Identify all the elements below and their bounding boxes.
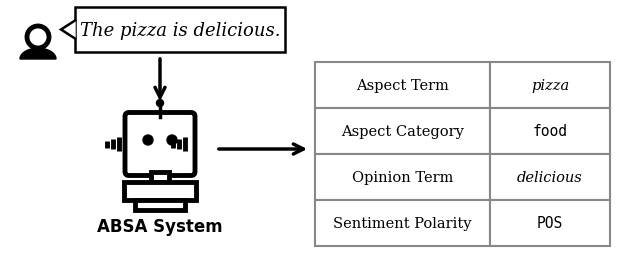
Circle shape <box>167 135 177 146</box>
Text: ABSA System: ABSA System <box>97 218 223 235</box>
Text: Aspect Category: Aspect Category <box>341 124 464 138</box>
Text: Aspect Term: Aspect Term <box>356 79 449 93</box>
FancyBboxPatch shape <box>315 108 490 154</box>
FancyBboxPatch shape <box>490 200 610 246</box>
FancyBboxPatch shape <box>125 113 195 176</box>
FancyBboxPatch shape <box>124 182 196 200</box>
Text: The pizza is delicious.: The pizza is delicious. <box>80 21 280 39</box>
Circle shape <box>157 100 163 107</box>
FancyBboxPatch shape <box>315 63 490 108</box>
Polygon shape <box>20 49 56 60</box>
FancyBboxPatch shape <box>490 108 610 154</box>
FancyBboxPatch shape <box>490 63 610 108</box>
Text: Sentiment Polarity: Sentiment Polarity <box>333 216 472 230</box>
Text: delicious: delicious <box>517 170 583 184</box>
FancyBboxPatch shape <box>135 200 185 210</box>
FancyBboxPatch shape <box>315 154 490 200</box>
FancyBboxPatch shape <box>151 172 169 182</box>
Circle shape <box>143 135 153 146</box>
FancyBboxPatch shape <box>490 154 610 200</box>
Text: food: food <box>532 124 568 139</box>
FancyBboxPatch shape <box>315 200 490 246</box>
FancyBboxPatch shape <box>75 8 285 53</box>
Text: pizza: pizza <box>531 79 569 93</box>
Text: Opinion Term: Opinion Term <box>352 170 453 184</box>
Polygon shape <box>61 21 75 39</box>
Text: POS: POS <box>537 216 563 231</box>
